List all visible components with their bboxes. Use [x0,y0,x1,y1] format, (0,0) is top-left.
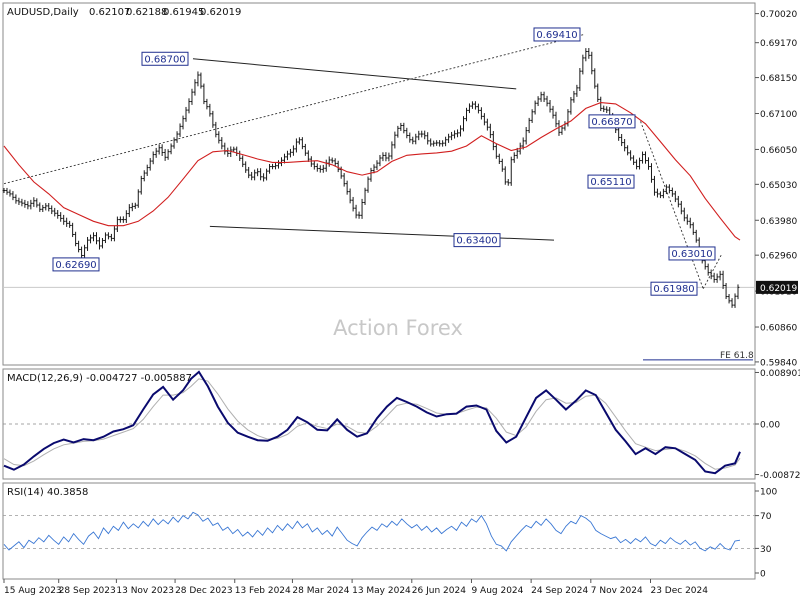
price-tick-label: 0.60860 [760,324,797,334]
time-tick-label: 9 Aug 2024 [471,586,523,596]
price-tick-label: 0.65030 [760,181,797,191]
price-tick-label: 0.63980 [760,217,797,227]
price-tick-label: 0.70020 [760,10,797,20]
main-pane: AUDUSD,Daily 0.62107 0.62188 0.61945 0.6… [2,2,798,368]
price-header-open: 0.62107 [89,7,130,18]
price-header-low: 0.61945 [163,7,204,18]
time-tick-label: 26 Jun 2024 [412,586,466,596]
price-tick-label: 0.69170 [760,39,797,49]
price-tick-label: 0.67100 [760,110,797,120]
price-annotation-label: 0.65110 [590,177,631,188]
price-header-symbol: AUDUSD,Daily [7,7,79,18]
rsi-tick-label: 0 [760,570,766,580]
price-annotation-label: 0.63010 [671,249,712,260]
fe-61-8-label: FE 61.8 [720,351,754,361]
price-annotation-box [668,246,716,261]
price-plot: 0.68700 0.69410 0.66870 0.65110 0.63400 0.626… [2,27,754,361]
time-tick-label: 13 Nov 2023 [116,586,174,596]
watermark: Action Forex [333,316,463,340]
dotted-projection-line [640,121,704,289]
price-annotation-label: 0.68700 [144,54,185,65]
current-price-box [756,280,798,294]
macd-signal-line [3,378,741,470]
price-tick-label: 0.62960 [760,252,797,262]
price-axis: 0.70020 0.69170 0.68150 0.67100 0.66050 0.650… [3,10,798,368]
dotted-projection-line [702,253,723,289]
price-annotation-box [587,174,635,189]
macd-tick-label: -0.008729 [760,471,800,481]
moving-average-line [3,102,741,241]
macd-line [3,370,741,475]
price-annotation-label: 0.66870 [591,117,632,128]
macd-tick-label: 0.00 [760,421,780,431]
macd-label: MACD(12,26,9) -0.004727 -0.005887 [7,373,192,384]
price-annotation-box [453,233,501,248]
price-annotation-label: 0.69410 [536,30,577,41]
time-tick-label: 28 Mar 2024 [292,586,349,596]
macd-pane: MACD(12,26,9) -0.004727 -0.005887 0.0089… [2,368,800,481]
rsi-tick-label: 100 [760,488,777,498]
macd-tick-label: 0.008901 [760,369,800,379]
price-tick-label: 0.59840 [760,358,797,368]
time-tick-label: 15 Aug 2023 [4,586,62,596]
time-tick-label: 13 May 2024 [352,586,411,596]
rsi-label: RSI(14) 40.3858 [7,487,88,498]
rsi-tick-label: 70 [760,512,772,522]
price-header-close: 0.62019 [200,7,241,18]
current-price-label: 0.62019 [760,284,797,294]
time-tick-label: 28 Dec 2023 [175,586,233,596]
price-tick-label: 0.66050 [760,146,797,156]
price-annotation-box [588,114,636,129]
price-annotation-box [52,257,100,272]
price-annotation-box [141,51,189,66]
time-tick-label: 13 Feb 2024 [235,586,291,596]
time-tick-label: 28 Sep 2023 [59,586,116,596]
price-annotation-box [650,281,698,296]
price-annotation-label: 0.63400 [456,236,497,247]
price-annotation-label: 0.62690 [55,260,96,271]
price-annotation-label: 0.61980 [653,284,694,295]
rsi-line [3,511,741,552]
time-tick-label: 23 Dec 2024 [650,586,708,596]
rsi-pane: RSI(14) 40.3858 100 70 30 0 [2,482,777,580]
price-header-high: 0.62188 [126,7,167,18]
time-tick-label: 7 Nov 2024 [591,586,643,596]
rsi-tick-label: 30 [760,545,772,555]
time-tick-label: 24 Sep 2024 [531,586,588,596]
rsi-plot: 100 70 30 0 [3,488,777,580]
upper-trendline [192,58,517,90]
price-tick-label: 0.68150 [760,74,797,84]
macd-plot: 0.008901 0.00 -0.008729 [3,369,800,481]
price-annotation-box [533,27,581,42]
